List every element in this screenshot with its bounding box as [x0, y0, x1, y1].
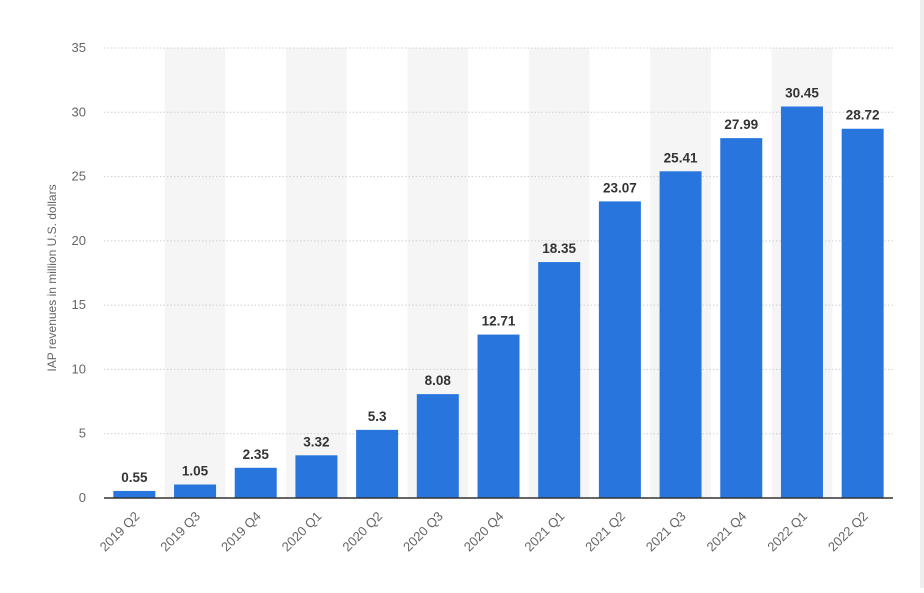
- right-edge-strip: [920, 0, 924, 588]
- y-tick-label: 35: [72, 40, 86, 55]
- x-tick-label: 2022 Q1: [764, 509, 810, 555]
- x-tick-label: 2021 Q4: [704, 509, 750, 555]
- bar: [234, 467, 277, 498]
- bar: [477, 334, 520, 498]
- bar: [659, 171, 702, 499]
- y-tick-label: 5: [79, 426, 86, 441]
- value-label: 28.72: [846, 108, 880, 123]
- value-label: 23.07: [603, 180, 637, 195]
- x-tick-label: 2020 Q4: [461, 509, 507, 555]
- y-axis-label: IAP revenues in million U.S. dollars: [45, 184, 59, 371]
- bar: [295, 455, 338, 498]
- y-tick-label: 30: [72, 104, 86, 119]
- x-tick-label: 2019 Q3: [157, 509, 203, 555]
- value-label: 12.71: [482, 314, 516, 329]
- bar: [780, 106, 823, 498]
- y-tick-label: 15: [72, 297, 86, 312]
- bar: [720, 138, 763, 498]
- bar: [356, 429, 399, 498]
- x-tick-label: 2020 Q3: [400, 509, 446, 555]
- background-band: [286, 48, 347, 498]
- bar: [841, 128, 884, 498]
- value-label: 25.41: [664, 150, 698, 165]
- y-tick-label: 20: [72, 233, 86, 248]
- y-tick-label: 0: [79, 490, 86, 505]
- bar: [113, 490, 156, 498]
- value-label: 30.45: [785, 86, 819, 101]
- y-tick-label: 10: [72, 361, 86, 376]
- bar: [538, 262, 581, 498]
- value-label: 2.35: [243, 447, 270, 462]
- value-label: 0.55: [121, 470, 148, 485]
- y-tick-label: 25: [72, 169, 86, 184]
- bar: [416, 394, 459, 498]
- value-label: 27.99: [724, 117, 758, 132]
- x-tick-label: 2021 Q3: [643, 509, 689, 555]
- x-tick-label: 2021 Q1: [521, 509, 567, 555]
- value-label: 3.32: [303, 434, 329, 449]
- x-tick-label: 2019 Q2: [97, 509, 143, 555]
- background-band: [164, 48, 226, 498]
- x-tick-label: 2021 Q2: [582, 509, 628, 555]
- x-tick-label: 2020 Q1: [279, 509, 325, 555]
- x-tick-label: 2019 Q4: [218, 509, 264, 555]
- value-label: 18.35: [542, 241, 576, 256]
- x-tick-label: 2020 Q2: [339, 509, 385, 555]
- value-label: 5.3: [368, 409, 387, 424]
- bar: [174, 484, 217, 498]
- bar: [598, 201, 641, 498]
- value-label: 1.05: [182, 464, 209, 479]
- x-tick-label: 2022 Q2: [825, 509, 871, 555]
- value-label: 8.08: [425, 373, 452, 388]
